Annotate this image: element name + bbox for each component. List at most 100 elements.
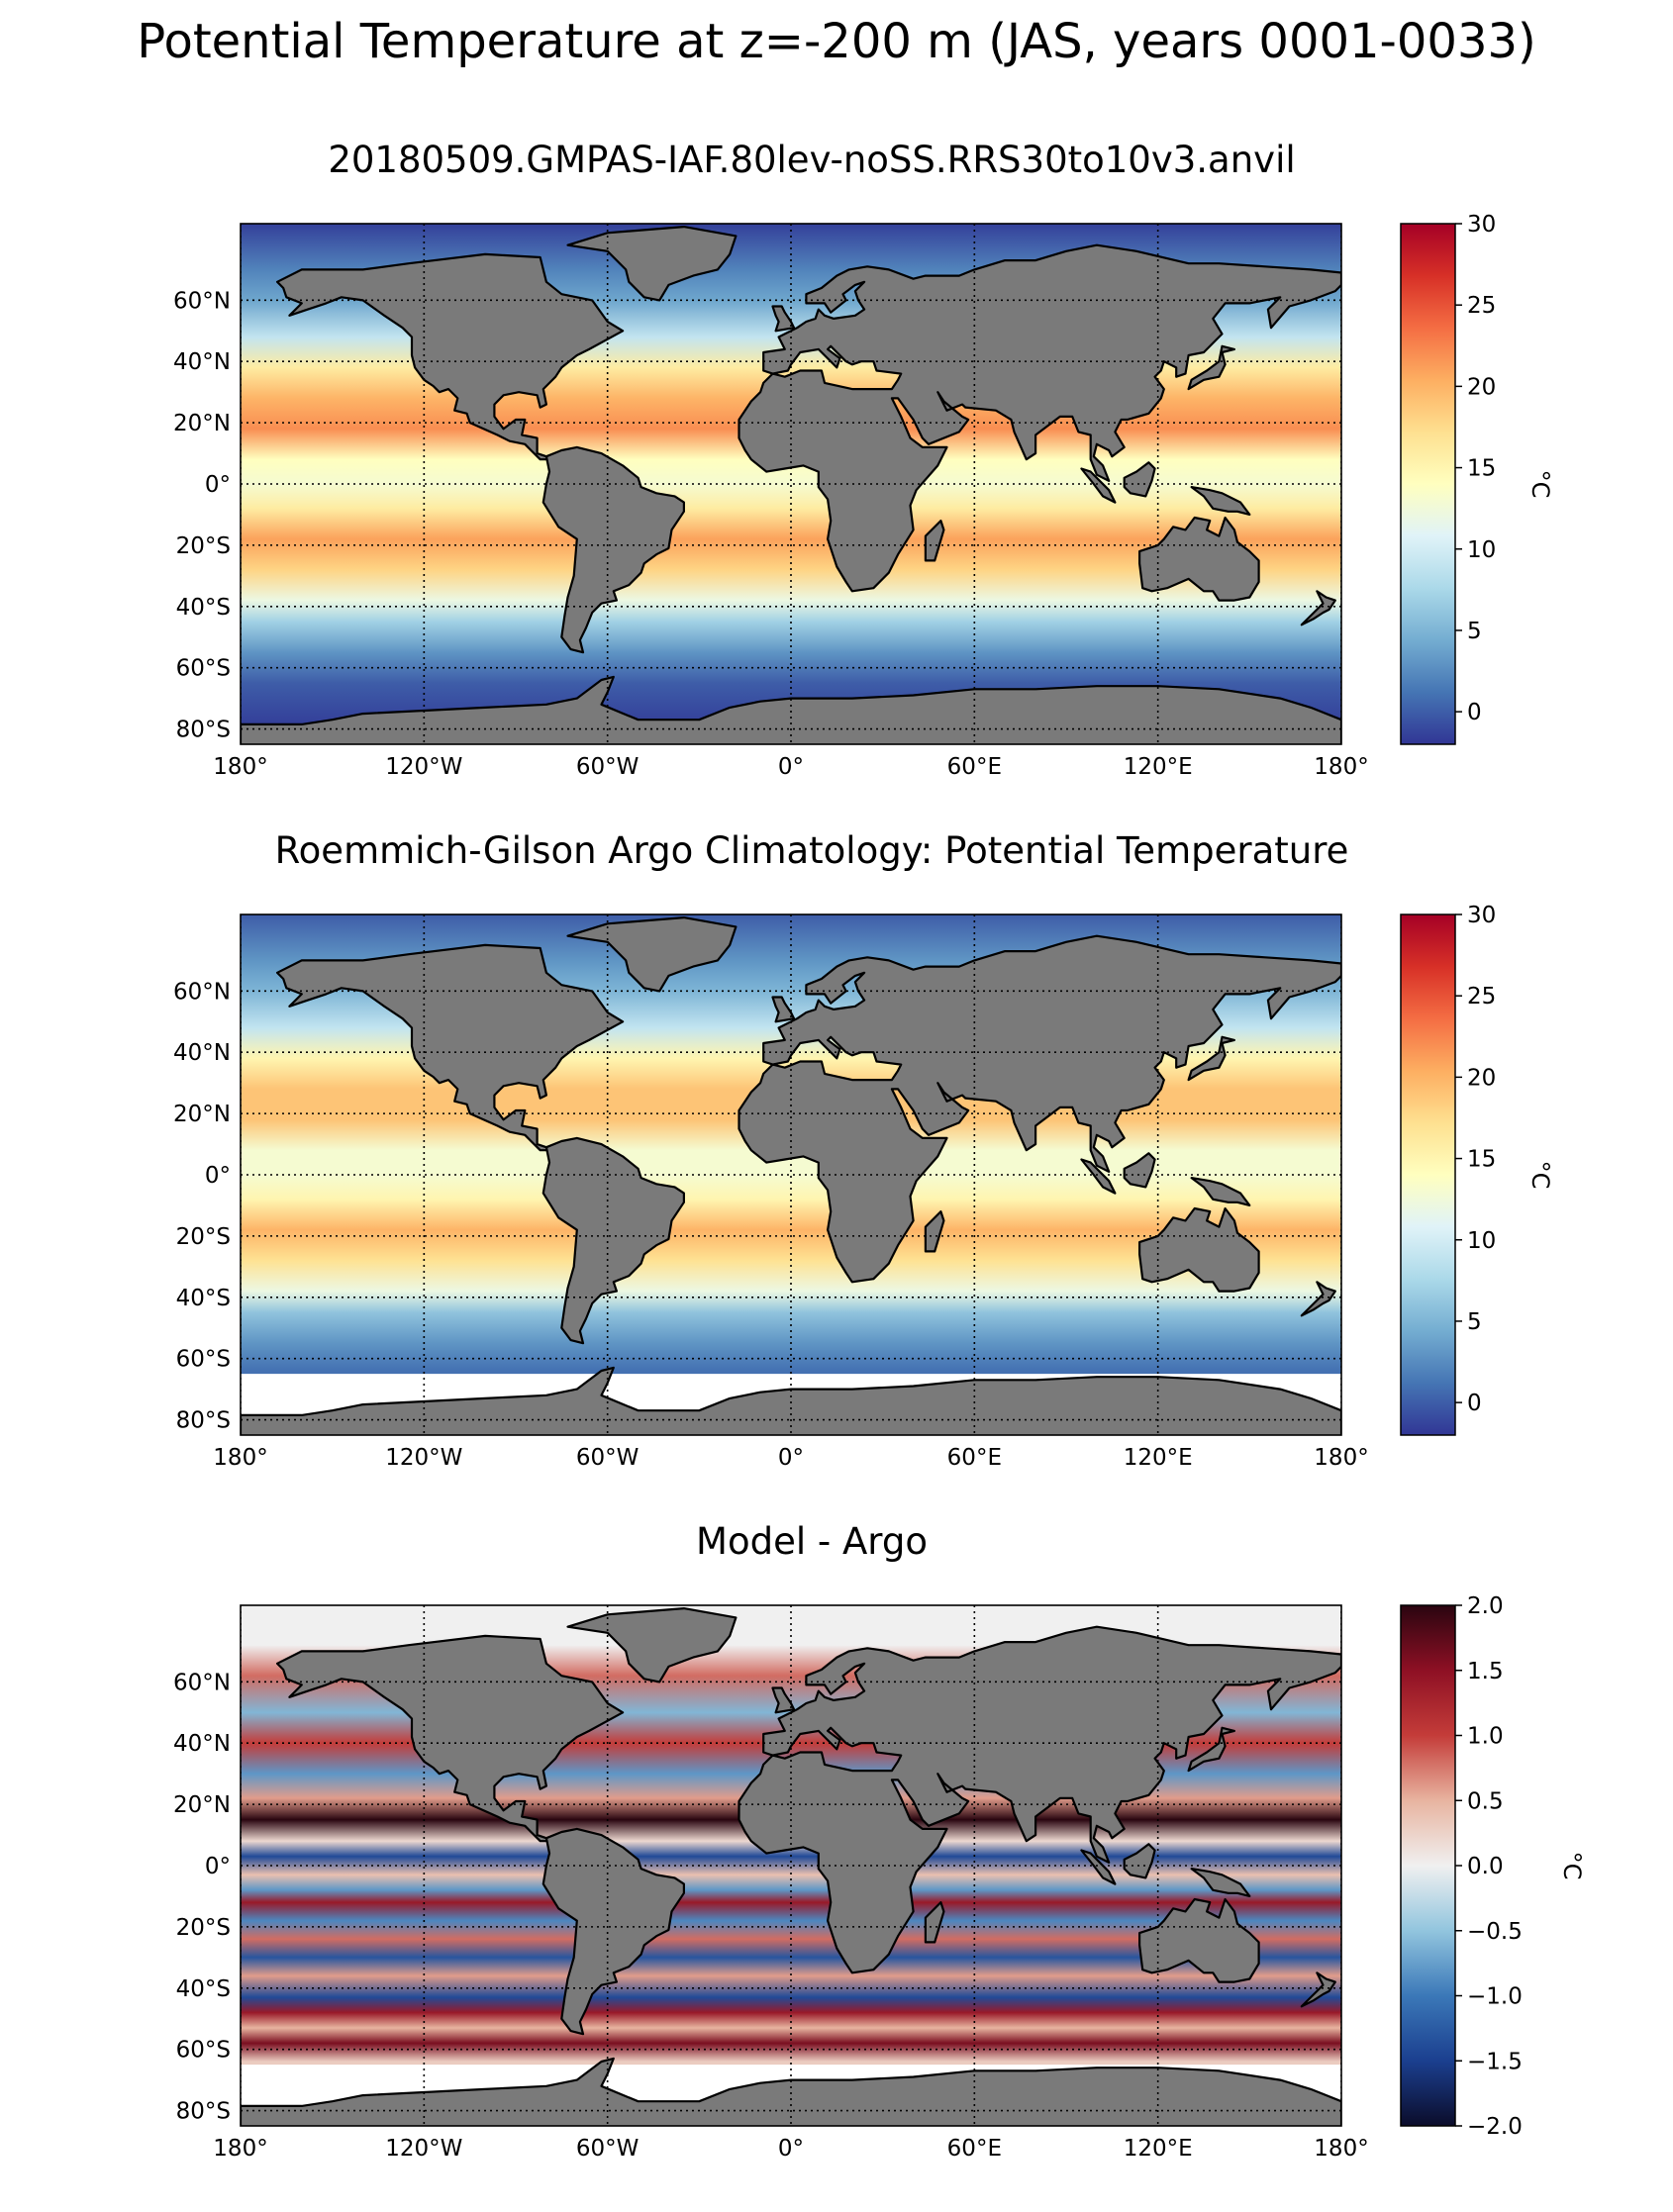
- y-tick-label: 40°S: [176, 1286, 231, 1311]
- y-tick-label: 20°S: [176, 1915, 231, 1941]
- land-afro-eurasia: [738, 1625, 1341, 1974]
- x-tick-label: 0°: [778, 1445, 804, 1471]
- land-new-guinea: [1190, 1176, 1251, 1207]
- map-frame: [240, 914, 1342, 1436]
- ocean-field: [241, 1605, 1341, 2126]
- colorbar-tick-label: 0: [1467, 700, 1482, 725]
- x-tick-label: 60°W: [576, 2136, 640, 2162]
- y-tick-label: 80°S: [176, 2099, 231, 2125]
- colorbar-tick-label: 0.5: [1467, 1788, 1504, 1814]
- y-tick-label: 80°S: [176, 718, 231, 743]
- y-tick-label: 60°N: [173, 979, 231, 1005]
- land-madagascar: [924, 519, 945, 562]
- y-tick-label: 20°N: [173, 1792, 231, 1818]
- colorbar-tick-label: 2.0: [1467, 1593, 1504, 1619]
- land-greenland: [566, 1606, 738, 1683]
- colorbar-tick-label: 30: [1467, 903, 1496, 928]
- land-borneo: [1123, 1843, 1156, 1879]
- land-new-zealand: [1300, 1281, 1336, 1317]
- y-tick-label: 60°N: [173, 1670, 231, 1695]
- colorbar-tick-label: 15: [1467, 1147, 1496, 1173]
- colorbar-tick-label: −0.5: [1467, 1919, 1523, 1945]
- land-greenland: [566, 915, 738, 993]
- colorbar-gradient: [1400, 223, 1456, 745]
- land-north-america: [276, 943, 625, 1152]
- x-tick-label: 120°W: [385, 1445, 462, 1471]
- colorbar-tick-label: 1.0: [1467, 1724, 1504, 1750]
- land-north-america: [276, 252, 625, 461]
- y-tick-label: 0°: [205, 472, 231, 498]
- panel-title-difference: Model - Argo: [696, 1520, 928, 1563]
- land-japan: [1187, 344, 1236, 391]
- colorbar-tick-label: 30: [1467, 212, 1496, 238]
- x-tick-label: 120°E: [1124, 2136, 1193, 2162]
- land-madagascar: [924, 1900, 945, 1944]
- y-tick-label: 20°S: [176, 1224, 231, 1250]
- colorbar-tick-label: 25: [1467, 984, 1496, 1010]
- y-tick-label: 60°S: [176, 2038, 231, 2064]
- y-tick-label: 60°S: [176, 656, 231, 682]
- panel-title-model: 20180509.GMPAS-IAF.80lev-noSS.RRS30to10v…: [328, 139, 1296, 181]
- colorbar: 30 25 20 15 10 5 0 °C: [1400, 212, 1554, 745]
- colorbar-tick-label: 25: [1467, 293, 1496, 319]
- land-sumatra: [1080, 1849, 1117, 1885]
- land-greenland: [566, 226, 738, 302]
- land-afro-eurasia: [738, 934, 1341, 1284]
- y-tick-label: 20°N: [173, 1102, 231, 1127]
- y-tick-label: 0°: [205, 1163, 231, 1189]
- map-frame: [240, 223, 1342, 745]
- land-new-zealand: [1300, 1972, 1336, 2008]
- map-panel-1: 180° 120°W 60°W 0° 60°E 120°E 180° 60°N 40°N 20°N…: [173, 212, 1554, 780]
- figure-title: Potential Temperature at z=-200 m (JAS, …: [137, 14, 1536, 69]
- colorbar-label: °C: [1526, 470, 1554, 499]
- x-tick-label: 120°E: [1124, 754, 1193, 780]
- y-tick-label: 40°N: [173, 1040, 231, 1066]
- y-tick-label: 40°N: [173, 1731, 231, 1757]
- land-japan: [1187, 1035, 1236, 1082]
- colorbar-label: °C: [1526, 1161, 1554, 1190]
- colorbar-tick-label: 15: [1467, 456, 1496, 482]
- colorbar-tick-label: 5: [1467, 619, 1482, 644]
- map-panel-2: 180° 120°W 60°W 0° 60°E 120°E 180° 60°N 40°N 20°N…: [173, 903, 1554, 1471]
- colorbar-tick-label: −1.0: [1467, 1984, 1523, 2010]
- y-tick-label: 80°S: [176, 1408, 231, 1434]
- colorbar-gradient: [1400, 914, 1456, 1436]
- land-japan: [1187, 1726, 1236, 1773]
- x-tick-label: 180°: [213, 754, 267, 780]
- colorbar-label: °C: [1558, 1852, 1586, 1880]
- y-tick-label: 40°S: [176, 1976, 231, 2002]
- x-tick-label: 60°E: [947, 2136, 1002, 2162]
- x-tick-label: 120°W: [385, 754, 462, 780]
- land-australia: [1137, 516, 1260, 602]
- land-britain: [771, 996, 796, 1023]
- colorbar-tick-label: 20: [1467, 1065, 1496, 1091]
- colorbar-tick-label: 20: [1467, 374, 1496, 400]
- colorbar-tick-label: −2.0: [1467, 2114, 1523, 2140]
- y-tick-label: 20°S: [176, 533, 231, 559]
- y-tick-label: 20°N: [173, 411, 231, 436]
- panel-title-argo: Roemmich-Gilson Argo Climatology: Potent…: [274, 829, 1349, 872]
- y-tick-label: 60°N: [173, 288, 231, 314]
- land-new-guinea: [1190, 1867, 1251, 1898]
- colorbar-gradient: [1400, 1604, 1456, 2127]
- y-tick-label: 40°S: [176, 595, 231, 621]
- land-britain: [771, 1686, 796, 1714]
- colorbar-tick-label: 10: [1467, 1228, 1496, 1254]
- map-frame: [240, 1604, 1342, 2127]
- x-tick-label: 180°: [1314, 2136, 1368, 2162]
- x-tick-label: 60°E: [947, 1445, 1002, 1471]
- x-tick-label: 180°: [213, 1445, 267, 1471]
- land-antarctica: [241, 2057, 1341, 2126]
- land-australia: [1137, 1897, 1260, 1983]
- land-afro-eurasia: [738, 243, 1341, 593]
- land-australia: [1137, 1206, 1260, 1293]
- land-borneo: [1123, 461, 1156, 498]
- x-tick-label: 60°W: [576, 754, 640, 780]
- land-borneo: [1123, 1152, 1156, 1189]
- x-tick-label: 0°: [778, 754, 804, 780]
- land-new-guinea: [1190, 486, 1251, 517]
- colorbar-tick-label: 10: [1467, 537, 1496, 563]
- x-tick-label: 180°: [1314, 1445, 1368, 1471]
- colorbar-tick-label: 0: [1467, 1391, 1482, 1416]
